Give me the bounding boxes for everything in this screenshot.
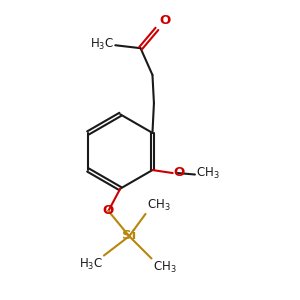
Text: CH$_3$: CH$_3$ — [147, 198, 170, 213]
Text: H$_3$C: H$_3$C — [90, 37, 114, 52]
Text: O: O — [174, 166, 185, 179]
Text: Si: Si — [122, 229, 136, 242]
Text: O: O — [102, 203, 113, 217]
Text: H$_3$C: H$_3$C — [79, 257, 103, 272]
Text: CH$_3$: CH$_3$ — [196, 167, 220, 182]
Text: O: O — [159, 14, 170, 27]
Text: CH$_3$: CH$_3$ — [153, 260, 176, 275]
